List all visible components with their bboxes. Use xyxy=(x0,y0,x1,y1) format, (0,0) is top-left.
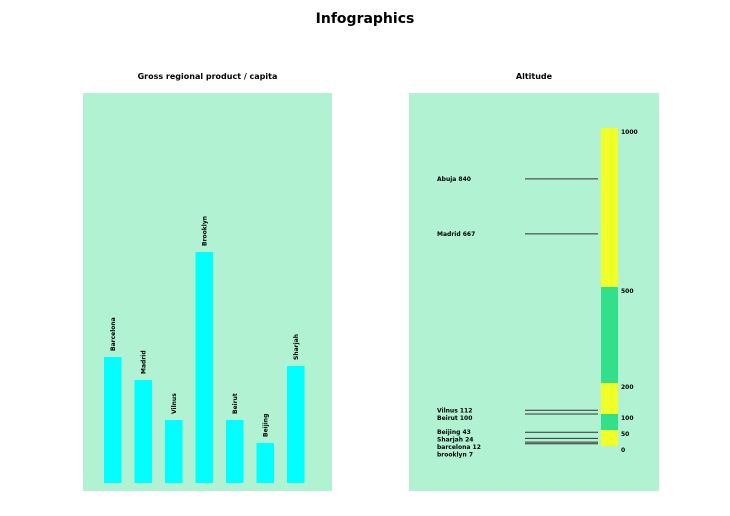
bar-beirut xyxy=(226,420,244,483)
altitude-label: Sharjah 24 xyxy=(437,437,473,444)
altitude-label: Beirut 100 xyxy=(437,415,472,422)
altitude-label: Abuja 840 xyxy=(437,176,471,183)
altitude-band xyxy=(601,414,618,430)
altitude-label: brooklyn 7 xyxy=(437,452,473,459)
bar-label: Madrid xyxy=(141,350,148,374)
bar-label: Brooklyn xyxy=(202,216,209,246)
gdp-chart-title: Gross regional product / capita xyxy=(137,72,278,81)
bar-beijing xyxy=(256,443,274,483)
scale-tick-label: 1000 xyxy=(621,129,638,136)
page-title: Infographics xyxy=(315,11,415,27)
scale-tick-label: 0 xyxy=(621,447,625,454)
bar-label: Sharjah xyxy=(293,334,300,360)
altitude-label: barcelona 12 xyxy=(437,444,481,451)
bar-label: Beijing xyxy=(263,414,270,437)
scale-tick-label: 200 xyxy=(621,384,634,391)
bar-madrid xyxy=(134,380,152,483)
bar-brooklyn xyxy=(195,252,213,483)
bar-label: Barcelona xyxy=(110,317,117,351)
bar-sharjah xyxy=(287,366,305,483)
altitude-label: Madrid 667 xyxy=(437,231,475,238)
altitude-band xyxy=(601,383,618,414)
altitude-band xyxy=(601,128,618,287)
scale-tick-label: 100 xyxy=(621,415,634,422)
bar-label: Beirut xyxy=(232,393,239,414)
altitude-label: Beijing 43 xyxy=(437,429,471,436)
altitude-band xyxy=(601,430,618,446)
scale-tick-label: 50 xyxy=(621,431,629,438)
altitude-chart-title: Altitude xyxy=(515,72,553,81)
altitude-band xyxy=(601,287,618,383)
bar-barcelona xyxy=(104,357,122,483)
bar-label: Vilnus xyxy=(171,393,178,414)
scale-tick-label: 500 xyxy=(621,288,634,295)
bar-vilnus xyxy=(165,420,183,483)
altitude-label: Vilnus 112 xyxy=(437,407,472,414)
